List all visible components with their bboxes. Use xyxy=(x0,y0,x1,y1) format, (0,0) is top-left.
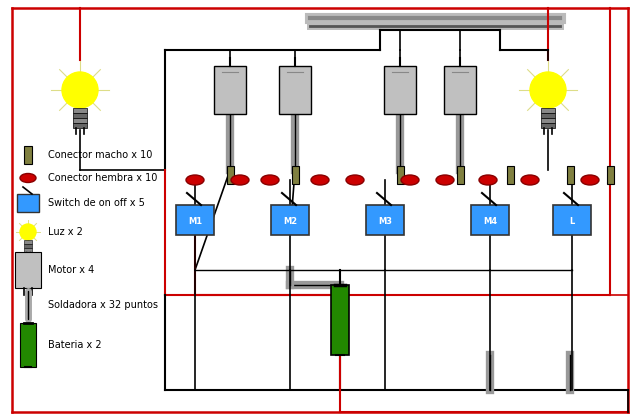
Text: M2: M2 xyxy=(283,218,297,226)
Text: Luz x 2: Luz x 2 xyxy=(48,227,83,237)
Bar xyxy=(17,194,39,212)
Bar xyxy=(24,240,32,244)
Text: L: L xyxy=(570,218,575,226)
Text: Switch de on off x 5: Switch de on off x 5 xyxy=(48,198,145,208)
Text: Bateria x 2: Bateria x 2 xyxy=(48,340,102,350)
Bar xyxy=(444,66,476,114)
Bar xyxy=(271,205,309,235)
Bar xyxy=(73,113,87,118)
Ellipse shape xyxy=(186,175,204,185)
Bar xyxy=(214,66,246,114)
Ellipse shape xyxy=(401,175,419,185)
Circle shape xyxy=(20,224,36,240)
Bar xyxy=(73,108,87,113)
Bar xyxy=(24,146,32,164)
Bar xyxy=(15,252,41,288)
Bar xyxy=(20,323,36,367)
Text: Conector macho x 10: Conector macho x 10 xyxy=(48,150,152,160)
Text: Motor x 4: Motor x 4 xyxy=(48,265,94,275)
Bar xyxy=(507,166,514,184)
Ellipse shape xyxy=(20,173,36,183)
Ellipse shape xyxy=(479,175,497,185)
Bar xyxy=(24,248,32,252)
Bar xyxy=(553,205,591,235)
Ellipse shape xyxy=(231,175,249,185)
Text: Soldadora x 32 puntos: Soldadora x 32 puntos xyxy=(48,300,158,310)
Ellipse shape xyxy=(581,175,599,185)
Bar xyxy=(471,205,509,235)
Bar xyxy=(279,66,311,114)
Bar xyxy=(541,108,555,113)
Bar xyxy=(331,285,349,355)
Ellipse shape xyxy=(261,175,279,185)
Bar xyxy=(292,166,299,184)
Text: M1: M1 xyxy=(188,218,202,226)
Bar xyxy=(73,118,87,123)
Ellipse shape xyxy=(521,175,539,185)
Bar xyxy=(541,113,555,118)
Bar xyxy=(567,166,574,184)
Ellipse shape xyxy=(311,175,329,185)
Text: Conector hembra x 10: Conector hembra x 10 xyxy=(48,173,157,183)
Ellipse shape xyxy=(346,175,364,185)
Text: M3: M3 xyxy=(378,218,392,226)
Circle shape xyxy=(62,72,98,108)
Bar xyxy=(457,166,464,184)
Bar xyxy=(541,123,555,128)
Bar xyxy=(176,205,214,235)
Bar xyxy=(397,166,404,184)
Bar xyxy=(384,66,416,114)
Ellipse shape xyxy=(436,175,454,185)
Bar xyxy=(73,123,87,128)
Bar xyxy=(24,244,32,248)
Bar xyxy=(366,205,404,235)
Bar xyxy=(227,166,234,184)
Bar xyxy=(541,118,555,123)
Text: M4: M4 xyxy=(483,218,497,226)
Bar xyxy=(607,166,614,184)
Circle shape xyxy=(530,72,566,108)
